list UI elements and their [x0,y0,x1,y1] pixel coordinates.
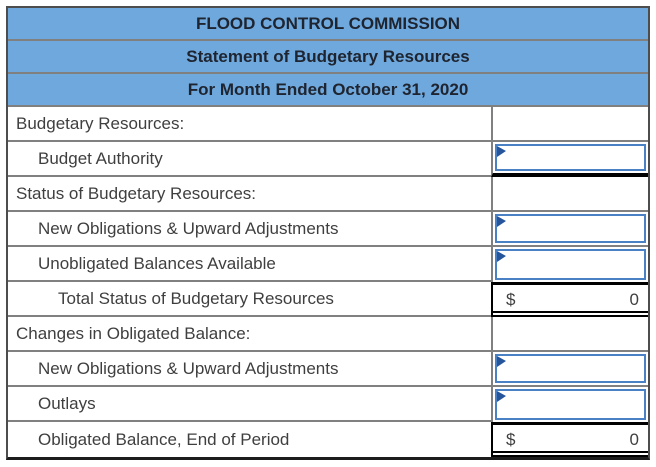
row-label: Budget Authority [8,142,491,177]
row-label-text: Changes in Obligated Balance: [16,323,251,343]
statement-title: Statement of Budgetary Resources [8,41,648,74]
row-label: Unobligated Balances Available [8,247,491,282]
statement-table: FLOOD CONTROL COMMISSION Statement of Bu… [6,6,650,460]
currency-symbol: $ [506,430,516,449]
row-label: New Obligations & Upward Adjustments [8,212,491,247]
table-row-status-of-budgetary-resources: Status of Budgetary Resources: [8,177,648,212]
amount-input-box[interactable] [495,214,646,243]
row-label-text: Status of Budgetary Resources: [16,183,257,203]
row-label: Obligated Balance, End of Period [8,422,491,457]
amount-input-box[interactable] [495,144,646,171]
amount-input[interactable] [497,391,644,418]
amount-cell [491,352,648,387]
period-title: For Month Ended October 31, 2020 [8,74,648,107]
empty-cell [491,177,648,212]
row-label: Budgetary Resources: [8,107,491,142]
entity-title-text: FLOOD CONTROL COMMISSION [195,13,461,33]
amount-input-box[interactable] [495,389,646,420]
total-amount-value: 0 [629,430,639,449]
amount-input-box[interactable] [495,249,646,280]
row-label-text: Budget Authority [38,148,163,168]
row-label-text: Total Status of Budgetary Resources [58,288,334,308]
table-row-new-obligations-upward-adjustments: New Obligations & Upward Adjustments [8,212,648,247]
row-label: Outlays [8,387,491,422]
row-label-text: Unobligated Balances Available [38,253,276,273]
amount-cell [491,387,648,422]
amount-cell [491,142,648,177]
table-body: Budgetary Resources: Budget Authority Stat… [8,107,648,457]
amount-input[interactable] [497,146,644,169]
row-label-text: Obligated Balance, End of Period [38,429,290,449]
table-row-budgetary-resources: Budgetary Resources: [8,107,648,142]
amount-cell [491,247,648,282]
table-row-unobligated-balances-available: Unobligated Balances Available [8,247,648,282]
total-amount-cell: $0 [491,282,648,317]
row-label: Changes in Obligated Balance: [8,317,491,352]
table-row-total-status-of-budgetary-resources: Total Status of Budgetary Resources $0 [8,282,648,317]
amount-cell [491,212,648,247]
total-amount-value: 0 [629,290,639,309]
amount-input[interactable] [497,251,644,278]
table-row-outlays: Outlays [8,387,648,422]
period-title-text: For Month Ended October 31, 2020 [187,79,469,99]
statement-title-text: Statement of Budgetary Resources [186,46,470,66]
row-label-text: Budgetary Resources: [16,113,185,133]
total-amount-cell: $0 [491,422,648,457]
row-label: Status of Budgetary Resources: [8,177,491,212]
amount-input[interactable] [497,216,644,241]
row-label: Total Status of Budgetary Resources [8,282,491,317]
row-label: New Obligations & Upward Adjustments [8,352,491,387]
amount-input-box[interactable] [495,354,646,383]
row-label-text: Outlays [38,393,96,413]
currency-symbol: $ [506,290,516,309]
entity-title: FLOOD CONTROL COMMISSION [8,8,648,41]
row-label-text: New Obligations & Upward Adjustments [38,358,339,378]
row-label-text: New Obligations & Upward Adjustments [38,218,339,238]
table-row-obligated-balance-end-of-period: Obligated Balance, End of Period $0 [8,422,648,457]
amount-input[interactable] [497,356,644,381]
table-row-new-obligations-upward-adjustments: New Obligations & Upward Adjustments [8,352,648,387]
budgetary-resources-worksheet: FLOOD CONTROL COMMISSION Statement of Bu… [6,6,650,460]
empty-cell [491,107,648,142]
table-row-budget-authority: Budget Authority [8,142,648,177]
table-row-changes-in-obligated-balance: Changes in Obligated Balance: [8,317,648,352]
empty-cell [491,317,648,352]
